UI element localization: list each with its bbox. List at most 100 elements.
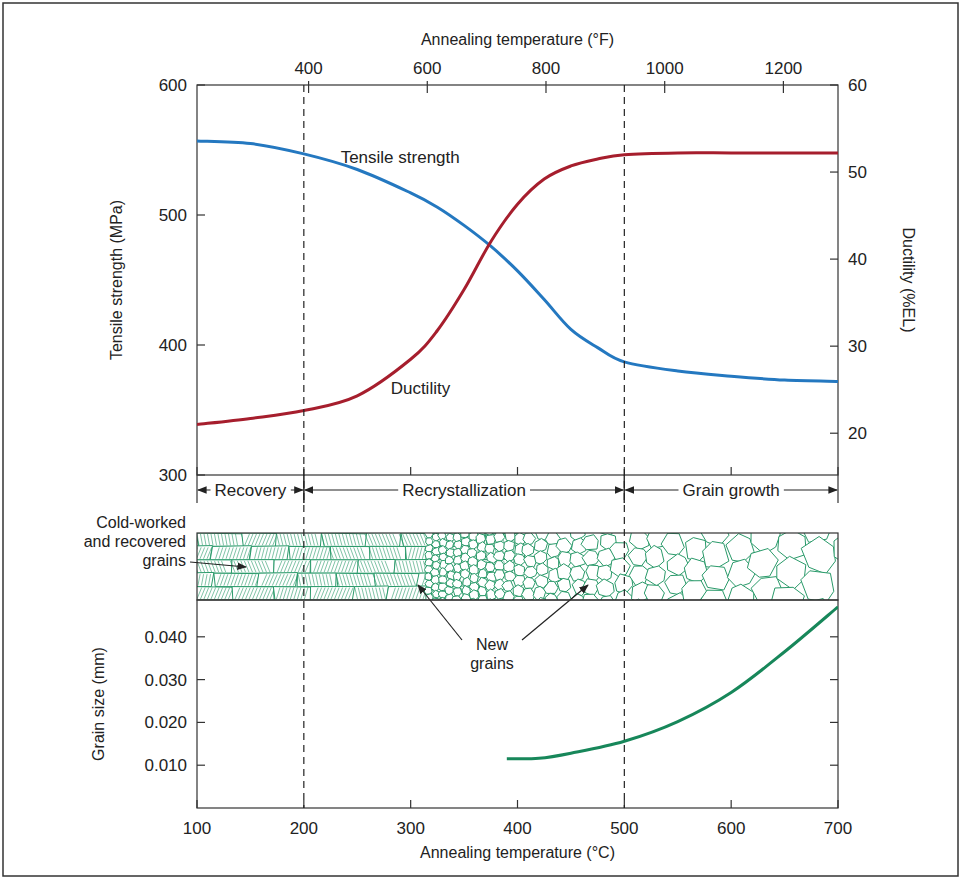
slip-line — [280, 534, 283, 545]
slip-line — [283, 588, 287, 599]
cold-grain — [250, 546, 289, 560]
slip-line — [399, 588, 403, 599]
y2-tick — [830, 346, 838, 347]
new-grain — [557, 578, 571, 591]
slip-line — [248, 574, 252, 585]
x-tick — [196, 800, 197, 808]
slip-line — [298, 534, 301, 545]
slip-line — [367, 561, 371, 572]
x-tick-label: 100 — [183, 819, 211, 838]
slip-line — [379, 547, 383, 558]
slip-line — [241, 574, 245, 585]
slip-line — [316, 574, 318, 585]
slip-line — [385, 561, 389, 572]
slip-line — [323, 547, 326, 558]
cold-grain — [370, 546, 406, 559]
series-line — [197, 153, 838, 425]
x-tick — [410, 800, 411, 808]
slip-line — [383, 547, 387, 558]
new-grain — [446, 541, 454, 550]
figure-border — [3, 3, 958, 876]
slip-line — [276, 547, 279, 558]
slip-line — [357, 561, 361, 572]
y-tick-label: 0.040 — [144, 628, 187, 647]
slip-line — [392, 588, 396, 599]
slip-line — [280, 588, 284, 599]
cold-grain — [336, 573, 376, 586]
slip-line — [309, 574, 311, 585]
new-grain — [504, 560, 515, 572]
new-grain — [478, 596, 487, 601]
new-grain — [503, 591, 514, 600]
slip-line — [412, 547, 415, 558]
x2-tick — [664, 81, 665, 93]
slip-line — [338, 561, 342, 572]
new-grain — [544, 581, 559, 593]
slip-line — [269, 547, 272, 558]
x-tick-label: 600 — [717, 819, 745, 838]
cold-grain — [242, 533, 278, 546]
slip-line — [371, 561, 375, 572]
slip-line — [205, 574, 207, 585]
slip-line — [223, 547, 227, 558]
cold-grain — [365, 533, 401, 546]
slip-line — [349, 561, 353, 572]
x2-tick — [545, 81, 546, 93]
x-tick — [837, 800, 838, 808]
new-grain — [485, 544, 495, 553]
y-axis-title: Grain size (mm) — [90, 647, 107, 761]
slip-line — [369, 588, 372, 599]
new-grain — [700, 590, 728, 600]
x-tick — [837, 467, 838, 475]
slip-line — [252, 574, 256, 585]
slip-line — [331, 561, 335, 572]
slip-line — [393, 547, 397, 558]
new-grain — [452, 596, 462, 600]
slip-line — [299, 547, 302, 558]
new-grain — [454, 541, 462, 550]
slip-line — [387, 574, 391, 585]
new-grain — [445, 556, 453, 564]
slip-line — [395, 588, 399, 599]
slip-line — [219, 547, 223, 558]
new-grain — [524, 566, 538, 578]
new-grain — [504, 541, 515, 552]
slip-line — [402, 561, 405, 572]
cold-grain — [210, 546, 251, 560]
y2-tick — [830, 433, 838, 434]
slip-line — [225, 534, 227, 545]
new-grain — [431, 555, 439, 562]
new-grain — [557, 564, 572, 580]
new-grain — [470, 573, 479, 582]
y-tick-right — [830, 679, 838, 680]
plot-frame — [197, 85, 838, 475]
slip-line — [287, 588, 291, 599]
slip-line — [360, 561, 364, 572]
new-grain — [557, 591, 572, 600]
y-tick-right — [830, 722, 838, 723]
new-grain — [703, 542, 729, 568]
slip-line — [380, 574, 384, 585]
new-grain — [439, 576, 447, 584]
slip-line — [420, 561, 423, 572]
y-tick-label: 500 — [159, 206, 187, 225]
series-line — [197, 141, 838, 382]
x2-tick — [427, 81, 428, 93]
new-grain — [570, 566, 585, 581]
slip-line — [364, 561, 368, 572]
new-grain — [534, 551, 547, 565]
slip-line — [328, 534, 331, 545]
slip-line — [339, 574, 342, 585]
new-grain — [430, 568, 439, 576]
new-grain — [494, 541, 505, 552]
slip-line — [360, 534, 363, 545]
y-tick-label: 600 — [159, 76, 187, 95]
cold-grain — [330, 546, 370, 559]
slip-line — [413, 561, 416, 572]
y-tick-right — [830, 636, 838, 637]
slip-line — [323, 574, 325, 585]
y-tick-label: 400 — [159, 336, 187, 355]
slip-line — [406, 561, 409, 572]
label-line: grains — [470, 655, 514, 672]
slip-line — [317, 561, 321, 572]
